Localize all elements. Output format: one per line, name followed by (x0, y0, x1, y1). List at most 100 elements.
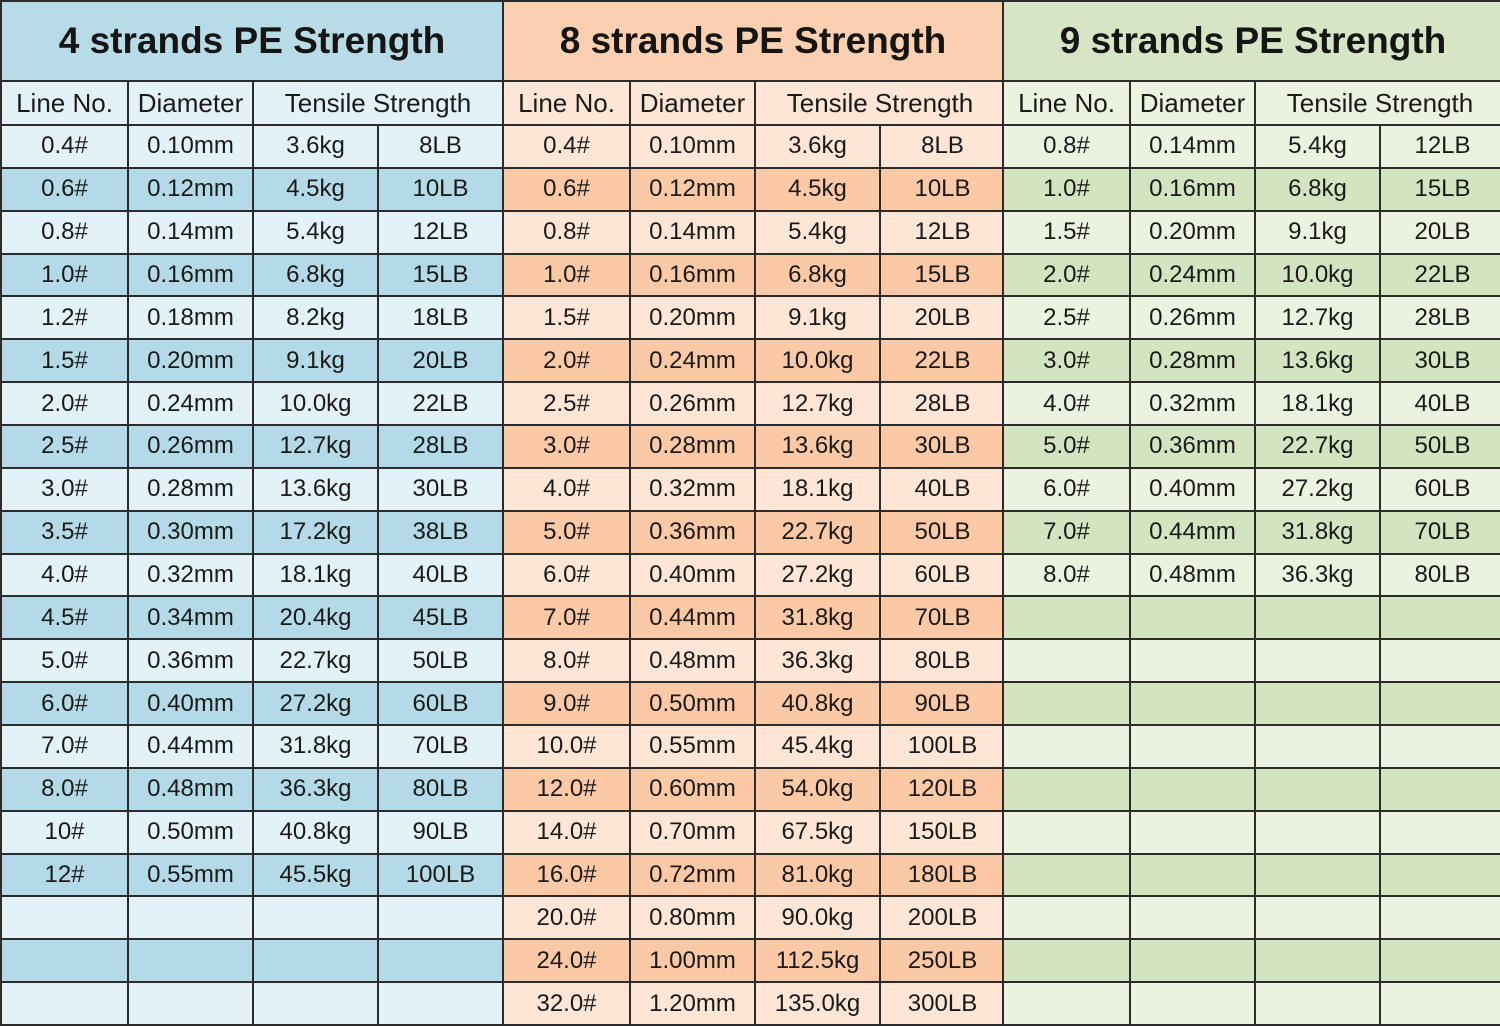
table-row: 7.0# 0.44mm 31.8kg 70LB (1004, 511, 1500, 555)
table-title: 8 strands PE Strength (504, 2, 1002, 82)
line-no-cell: 4.5# (41, 603, 88, 631)
diameter-cell: 0.16mm (629, 254, 754, 296)
tensile-lb-cell (377, 897, 502, 939)
tensile-kg-cell: 10.0kg (754, 340, 879, 382)
tensile-kg-cell: 36.3kg (1254, 554, 1379, 596)
tensile-lb-cell: 300LB (879, 983, 1004, 1025)
table-title: 9 strands PE Strength (1004, 2, 1500, 82)
diameter-cell: 0.44mm (1129, 511, 1254, 553)
line-no-cell: 8.0# (543, 646, 590, 674)
line-no-cell: 3.0# (41, 475, 88, 503)
tensile-lb-cell: 30LB (879, 426, 1004, 467)
tensile-kg-cell (1254, 854, 1379, 896)
table-row: 16.0# 0.72mm 81.0kg 180LB (504, 854, 1002, 898)
diameter-cell: 0.14mm (629, 211, 754, 253)
table-row: 3.0# 0.28mm 13.6kg 30LB (2, 468, 502, 512)
table-row: 2.5# 0.26mm 12.7kg 28LB (2, 426, 502, 469)
line-no-header: Line No. (518, 87, 615, 118)
diameter-cell: 0.24mm (1129, 254, 1254, 296)
line-no-cell: 3.5# (41, 518, 88, 546)
tensile-lb-cell: 28LB (879, 383, 1004, 425)
tensile-kg-cell: 17.2kg (252, 511, 377, 553)
tensile-kg-cell: 45.5kg (252, 854, 377, 896)
table-row: 6.0# 0.40mm 27.2kg 60LB (504, 554, 1002, 598)
tensile-lb-cell: 70LB (1379, 511, 1500, 553)
line-no-cell: 7.0# (41, 732, 88, 760)
tensile-lb-cell: 12LB (879, 211, 1004, 253)
tensile-lb-cell: 70LB (377, 726, 502, 767)
tensile-kg-cell: 112.5kg (754, 940, 879, 982)
diameter-cell: 0.12mm (127, 168, 252, 210)
panel-8-strands: 8 strands PE Strength Line No. Diameter Ten… (502, 2, 1004, 1025)
table-row: 6.0# 0.40mm 27.2kg 60LB (2, 683, 502, 727)
tensile-lb-cell: 18LB (377, 297, 502, 339)
tensile-kg-cell: 4.5kg (252, 168, 377, 210)
tensile-kg-cell: 27.2kg (252, 683, 377, 725)
table-row (1004, 683, 1500, 727)
line-no-cell: 1.0# (41, 261, 88, 288)
tensile-kg-cell: 18.1kg (754, 468, 879, 510)
table-row: 6.0# 0.40mm 27.2kg 60LB (1004, 468, 1500, 512)
diameter-cell: 0.30mm (127, 511, 252, 553)
diameter-cell: 0.18mm (127, 297, 252, 339)
tensile-kg-cell: 9.1kg (252, 340, 377, 382)
line-no-cell (1004, 597, 1129, 638)
tensile-kg-cell: 40.8kg (252, 811, 377, 853)
diameter-cell: 0.32mm (127, 554, 252, 596)
table-row (2, 897, 502, 941)
table-row: 0.6# 0.12mm 4.5kg 10LB (504, 168, 1002, 212)
tensile-kg-cell: 6.8kg (754, 254, 879, 296)
table-row: 3.5# 0.30mm 17.2kg 38LB (2, 511, 502, 555)
tensile-lb-cell: 60LB (377, 683, 502, 725)
table-row: 10# 0.50mm 40.8kg 90LB (2, 811, 502, 855)
tensile-kg-cell: 135.0kg (754, 983, 879, 1025)
line-no-cell: 2.0# (543, 346, 590, 374)
table-row: 8.0# 0.48mm 36.3kg 80LB (504, 640, 1002, 684)
diameter-cell (127, 897, 252, 939)
line-no-cell: 0.6# (41, 175, 88, 203)
diameter-cell: 0.10mm (629, 126, 754, 167)
table-row (1004, 597, 1500, 641)
line-no-cell (1004, 855, 1129, 896)
table-row: 32.0# 1.20mm 135.0kg 300LB (504, 983, 1004, 1025)
diameter-cell: 0.48mm (127, 768, 252, 810)
line-no-cell (1004, 812, 1129, 853)
tensile-kg-cell: 36.3kg (754, 640, 879, 682)
table-row: 1.2# 0.18mm 8.2kg 18LB (2, 297, 502, 341)
line-no-cell (1004, 726, 1129, 767)
line-no-cell: 5.0# (1043, 432, 1090, 460)
line-no-cell: 6.0# (1043, 475, 1090, 503)
line-no-cell: 0.8# (41, 218, 88, 246)
line-no-cell: 2.0# (1043, 261, 1090, 288)
table-row: 0.8# 0.14mm 5.4kg 12LB (1004, 126, 1500, 169)
diameter-cell: 0.48mm (1129, 554, 1254, 596)
tensile-kg-cell: 54.0kg (754, 768, 879, 810)
tensile-lb-cell: 10LB (377, 168, 502, 210)
line-no-cell: 8.0# (41, 775, 88, 803)
table-row: 0.4# 0.10mm 3.6kg 8LB (504, 126, 1002, 169)
panel-9-strands: 9 strands PE Strength Line No. Diameter Ten… (1002, 2, 1500, 1025)
table-row: 4.0# 0.32mm 18.1kg 40LB (2, 554, 502, 598)
tensile-lb-cell: 40LB (879, 468, 1004, 510)
table-row: 20.0# 0.80mm 90.0kg 200LB (504, 897, 1002, 941)
tensile-kg-cell (1254, 597, 1379, 639)
diameter-cell: 0.40mm (127, 683, 252, 725)
line-no-cell (1004, 983, 1129, 1024)
tensile-lb-cell (1379, 897, 1500, 939)
diameter-cell: 1.00mm (629, 940, 754, 982)
line-no-cell (1004, 897, 1129, 938)
tensile-kg-cell (1254, 811, 1379, 853)
line-no-cell (1004, 769, 1129, 810)
diameter-cell: 0.72mm (629, 854, 754, 896)
tensile-lb-cell (1379, 854, 1500, 896)
tensile-kg-cell: 4.5kg (754, 168, 879, 210)
table-row: 0.4# 0.10mm 3.6kg 8LB (2, 126, 502, 169)
line-no-cell: 4.0# (543, 475, 590, 503)
line-no-cell: 32.0# (536, 989, 597, 1017)
tensile-kg-cell: 10.0kg (1254, 254, 1379, 296)
diameter-cell (1129, 768, 1254, 810)
table-row: 5.0# 0.36mm 22.7kg 50LB (1004, 426, 1500, 469)
tensile-kg-cell (252, 940, 377, 982)
line-no-cell: 9.0# (543, 689, 590, 717)
